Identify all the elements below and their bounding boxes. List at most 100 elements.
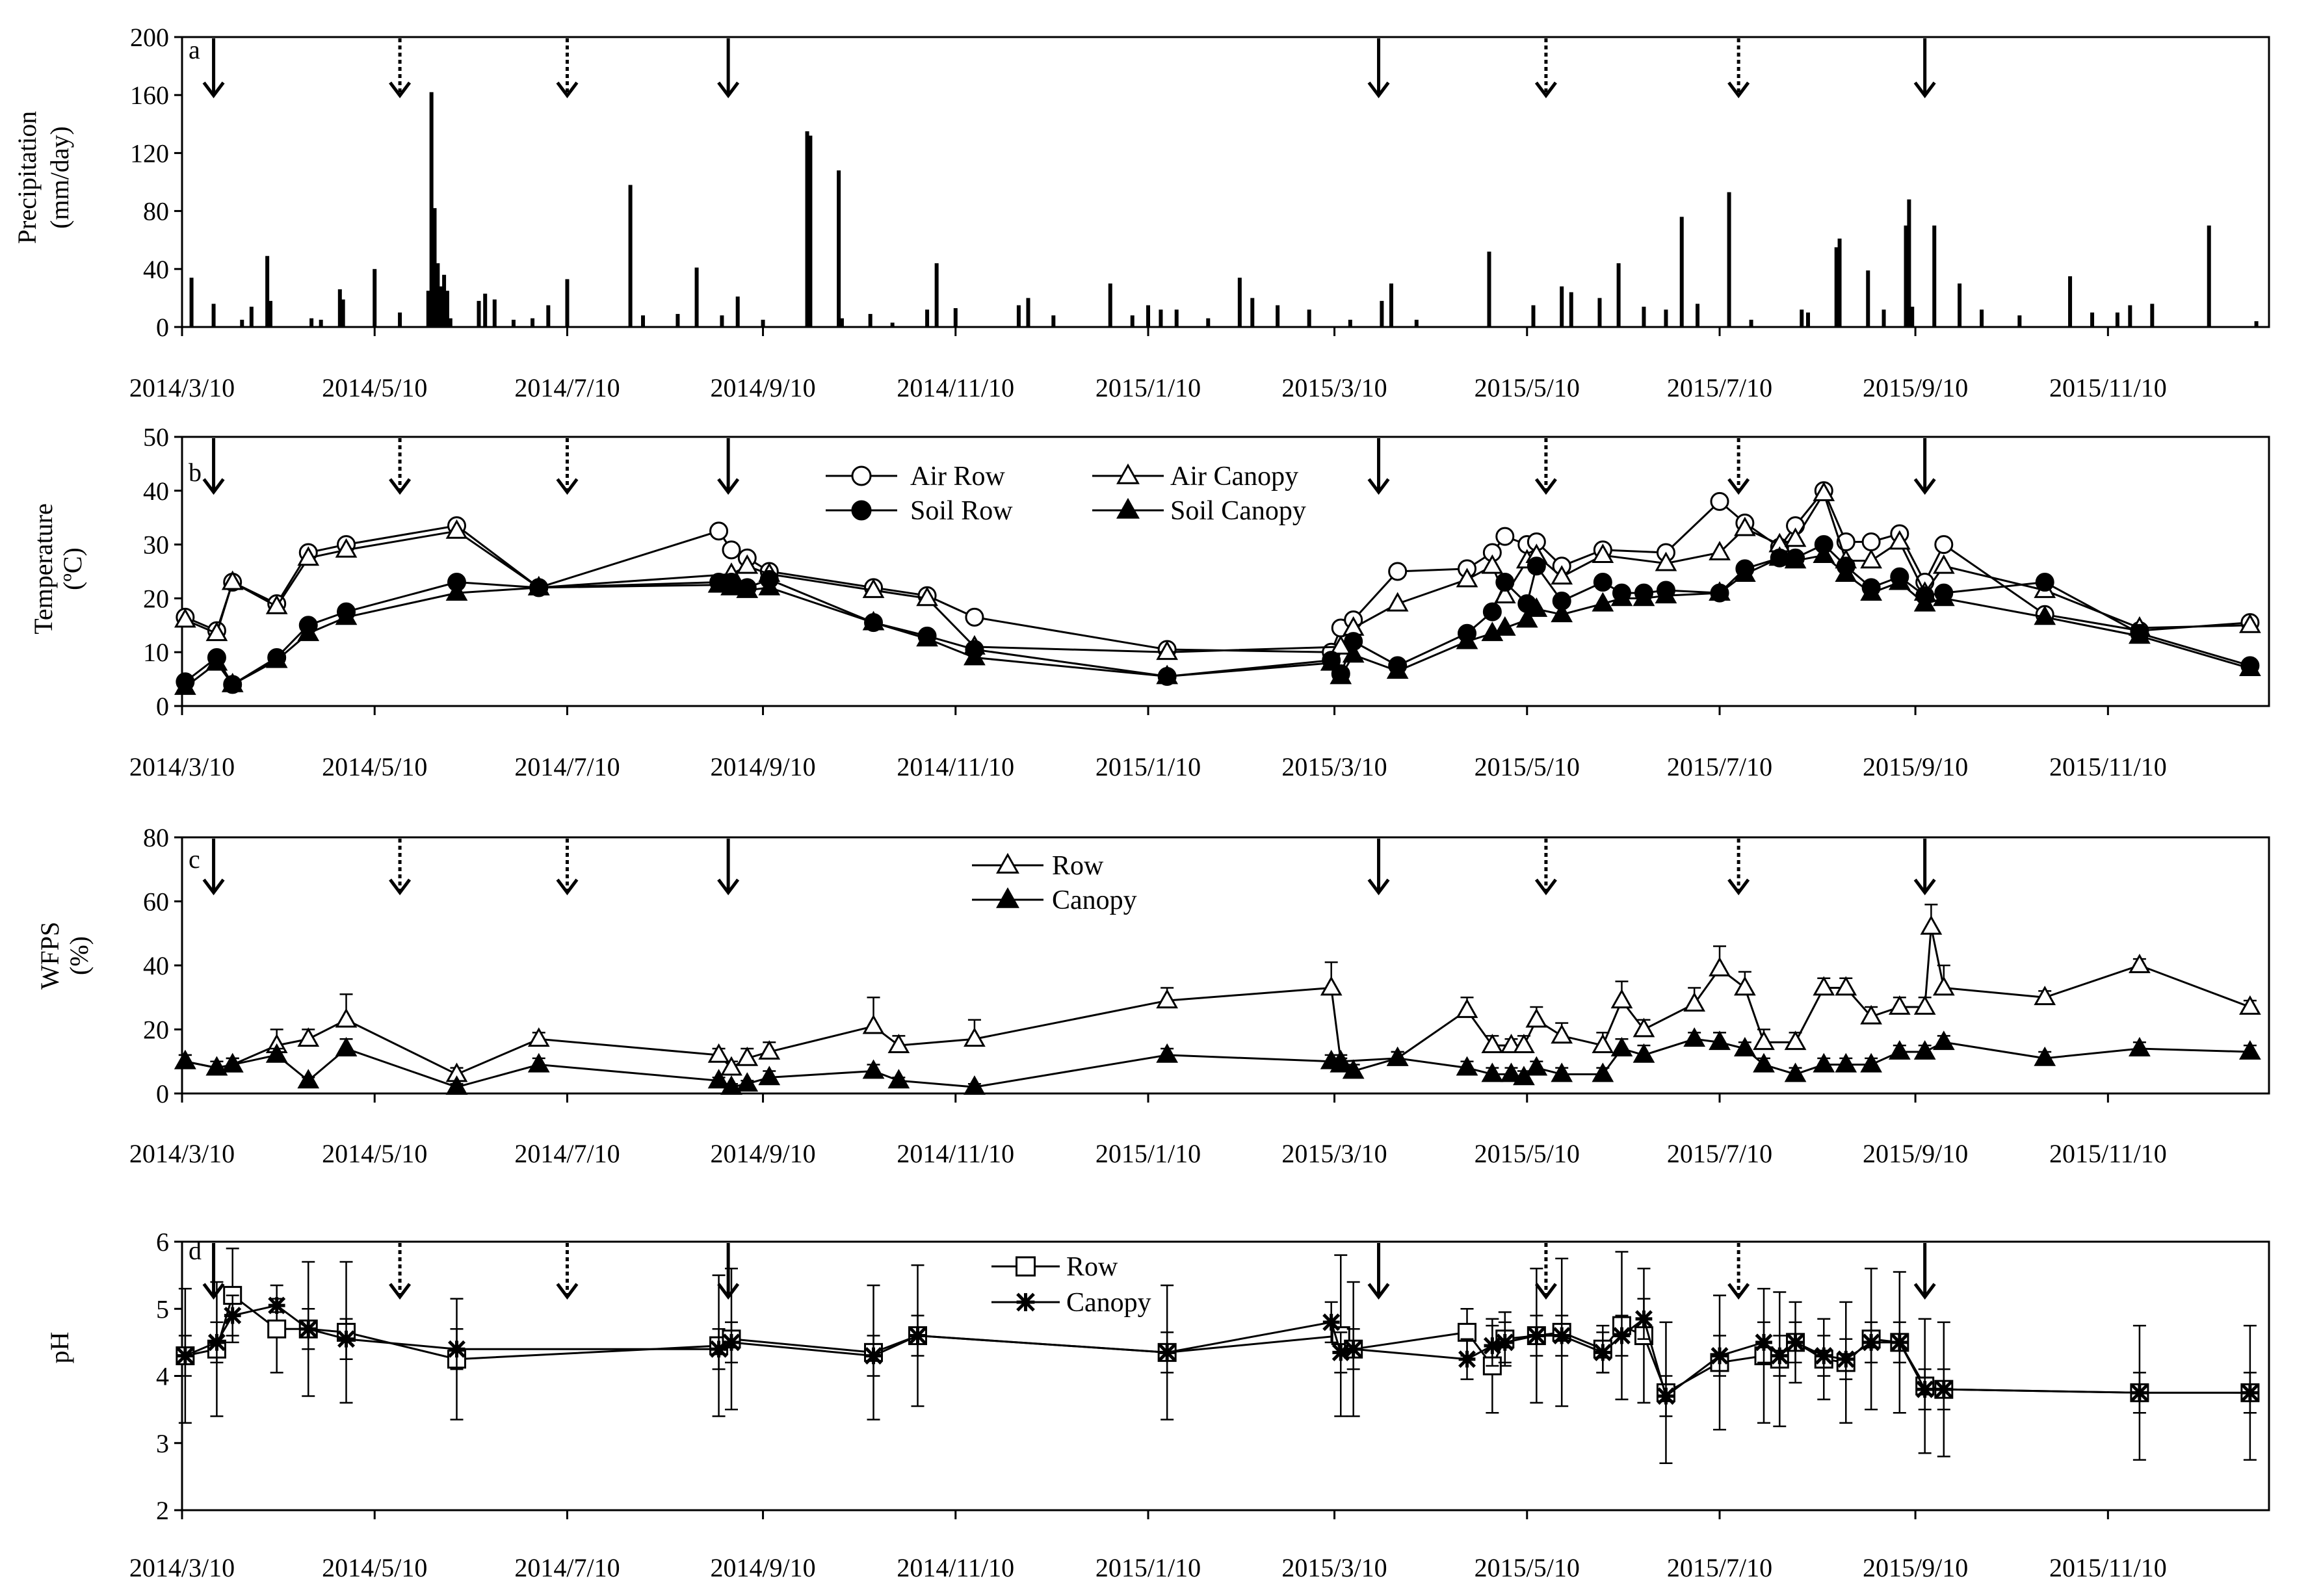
data-point-soil-row (1593, 573, 1612, 592)
data-point-canopy (174, 1049, 196, 1069)
data-point-air-row (1710, 491, 1729, 511)
precip-bar (445, 291, 449, 327)
x-tick-label: 2015/1/10 (1095, 1139, 1201, 1168)
x-tick-label: 2014/3/10 (129, 752, 235, 781)
solid-arrow-head (1367, 878, 1390, 896)
data-point-canopy (1481, 1062, 1504, 1082)
data-point-air-canopy (335, 538, 358, 558)
precip-bar (1664, 309, 1668, 327)
x-tick-label: 2015/5/10 (1475, 373, 1580, 402)
data-point-air-canopy (916, 586, 938, 607)
data-point-row (720, 1056, 742, 1076)
y-tick-label: 4 (156, 1362, 169, 1391)
x-tick-label: 2015/7/10 (1667, 373, 1772, 402)
data-point-row (1753, 1030, 1775, 1051)
data-point-row (736, 1046, 759, 1066)
data-point-soil-canopy (758, 575, 781, 595)
legend-canopy-c-marker (996, 887, 1019, 908)
dotted-arrow-head (556, 81, 579, 99)
data-point-canopy (1551, 1062, 1573, 1082)
panel-a-ylabel-line1: Precipitation (12, 111, 42, 244)
solid-arrow-head (202, 478, 225, 495)
precip-bar (268, 300, 272, 327)
precip-bar (1276, 305, 1280, 327)
data-point-soil-canopy (916, 627, 938, 647)
data-point-canopy (1913, 1040, 1936, 1060)
precip-bar (1414, 319, 1419, 327)
data-point-canopy (1709, 1030, 1731, 1051)
precip-bar (1882, 309, 1886, 327)
data-point-soil-canopy (1456, 629, 1478, 649)
data-point-canopy (758, 1066, 781, 1086)
data-point-soil-canopy (1888, 570, 1911, 590)
x-tick-label: 2014/9/10 (710, 373, 815, 402)
data-point-canopy (265, 1043, 288, 1063)
data-point-row (964, 1027, 986, 1047)
y-tick-label: 40 (143, 477, 169, 506)
data-point-soil-canopy (1835, 562, 1857, 582)
data-point-air-canopy (174, 608, 196, 628)
precip-bar (1146, 305, 1151, 327)
precip-bar (511, 319, 516, 327)
precip-bar (839, 318, 844, 327)
x-tick-label: 2014/5/10 (322, 752, 427, 781)
series-line-soil-canopy (184, 554, 2251, 688)
data-point-row (1733, 976, 1756, 996)
data-point-canopy (2129, 1037, 2151, 1056)
data-point-air-canopy (1709, 541, 1731, 560)
data-point-soil-canopy (205, 651, 228, 671)
x-tick-label: 2014/7/10 (514, 373, 620, 402)
data-point-canopy (1386, 1046, 1409, 1066)
panel-b-ylabel-line2: (ºC) (58, 547, 87, 590)
data-point-canopy (1755, 1333, 1773, 1352)
data-point-soil-canopy (1386, 659, 1409, 679)
dotted-arrow-head (1727, 878, 1750, 896)
data-point-row (1513, 1034, 1535, 1054)
data-point-soil-canopy (1515, 608, 1538, 628)
data-point-row (297, 1027, 320, 1047)
precip-bar (868, 313, 872, 327)
precip-bar (641, 315, 646, 327)
data-point-air-row (1934, 535, 1954, 555)
data-point-canopy (1525, 1056, 1548, 1076)
x-tick-label: 2014/3/10 (129, 373, 235, 402)
data-point-air-canopy (205, 621, 228, 642)
legend-canopy-label-d: Canopy (1066, 1288, 1151, 1318)
data-point-canopy (1733, 1037, 1756, 1056)
precip-bar (1016, 305, 1021, 327)
dotted-arrow-head (1534, 1283, 1557, 1300)
dotted-arrow-head (389, 478, 412, 495)
precip-bar (1642, 306, 1646, 327)
data-point-air-canopy (221, 570, 244, 590)
precip-bar (1679, 216, 1684, 327)
data-point-soil-canopy (1610, 586, 1633, 607)
data-point-canopy (297, 1069, 320, 1089)
x-tick-label: 2015/7/10 (1667, 752, 1772, 781)
data-point-canopy (1593, 1343, 1612, 1361)
data-point-canopy (1634, 1310, 1653, 1328)
precip-bar (808, 135, 813, 327)
data-point-row (2129, 953, 2151, 973)
y-tick-label: 2 (156, 1496, 169, 1525)
data-point-canopy (1610, 1037, 1633, 1056)
precip-bar (1159, 309, 1163, 327)
data-point-canopy (1633, 1043, 1655, 1063)
precip-bar (2207, 225, 2211, 327)
plot-area-c: 0 20 40 60 80 2014/3/10 2014/5/10 2014/7/10 2014… (129, 823, 2270, 1168)
data-point-canopy (1527, 1327, 1545, 1345)
data-point-soil-canopy (1525, 597, 1548, 617)
precip-bar (1696, 304, 1700, 327)
x-tick-label: 2014/3/10 (129, 1553, 235, 1582)
data-point-air-row (1495, 527, 1515, 546)
data-point-canopy (1513, 1066, 1535, 1086)
x-tick-label: 2015/1/10 (1095, 1553, 1201, 1582)
precip-bar (1307, 309, 1311, 327)
y-tick-label: 200 (130, 23, 169, 52)
dotted-arrow-head (1534, 81, 1557, 99)
precip-bar (398, 312, 402, 327)
data-point-soil-canopy (2129, 624, 2151, 644)
data-point-canopy (1862, 1333, 1880, 1352)
precip-bar (1487, 252, 1491, 327)
x-tick-label: 2014/9/10 (710, 752, 815, 781)
precip-bar (720, 315, 724, 327)
